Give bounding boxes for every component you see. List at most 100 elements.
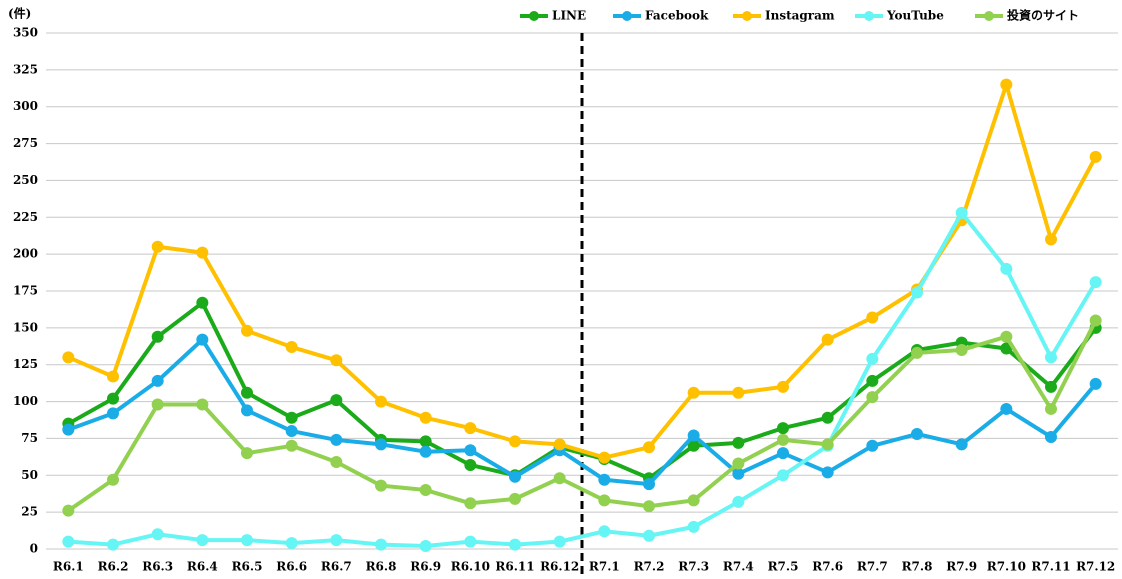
data-point [196,296,209,309]
data-point [330,433,343,446]
data-point [375,479,387,492]
data-point [464,535,477,548]
data-point [598,494,611,507]
data-point [151,528,164,541]
data-point [1089,377,1102,390]
x-tick-label: R6.1 [53,560,84,574]
y-tick-label: 225 [13,210,38,224]
data-point [821,333,834,346]
data-point [955,206,968,219]
data-point [643,478,655,491]
data-point [866,439,879,452]
data-point [419,484,432,497]
data-point [777,469,789,482]
data-point [241,534,253,547]
x-tick-label: R7.12 [1076,560,1115,574]
x-tick-label: R6.2 [98,560,129,574]
x-tick-label: R7.9 [946,560,977,574]
data-point [375,395,387,408]
data-point [643,500,655,513]
x-tick-label: R6.3 [142,560,173,574]
x-tick-label: R6.4 [187,560,218,574]
data-point [1045,233,1057,246]
data-point [241,404,253,417]
data-point [955,343,968,356]
y-tick-label: 25 [21,505,38,519]
data-point [1045,351,1057,364]
data-point [1045,402,1057,415]
series-line [67,319,1098,513]
data-point [1045,380,1057,393]
data-point [732,436,745,449]
data-point [777,422,789,435]
data-point [62,535,75,548]
legend-label: 投資のサイト [1007,8,1079,23]
legend-marker [529,11,539,21]
data-point [598,473,611,486]
y-tick-label: 0 [30,542,38,556]
data-point [285,425,298,438]
data-point [419,540,432,553]
data-point [509,538,521,551]
data-point [107,407,119,420]
y-tick-label: 200 [13,247,38,261]
x-tick-label: R7.4 [723,560,754,574]
data-point [1000,330,1013,343]
y-tick-label: 100 [13,394,38,408]
y-tick-label: 125 [13,357,38,371]
data-point [643,441,655,454]
data-point [241,386,253,399]
x-tick-label: R6.12 [540,560,579,574]
legend-marker [622,11,632,21]
x-tick-label: R7.6 [812,560,843,574]
data-point [553,438,566,451]
data-point [821,411,834,424]
data-point [509,435,521,448]
data-point [1089,150,1102,163]
y-axis-unit: (件) [8,6,31,21]
data-point [821,438,834,451]
y-tick-label: 50 [21,468,38,482]
data-point [598,525,611,538]
x-tick-label: R6.10 [451,560,490,574]
data-point [285,341,298,354]
x-tick-label: R7.2 [634,560,665,574]
data-point [1045,430,1057,443]
data-point [419,445,432,458]
x-tick-label: R7.10 [987,560,1026,574]
data-point [732,495,745,508]
legend-marker [864,11,874,21]
y-tick-label: 350 [13,26,38,40]
data-point [1089,314,1102,327]
series-line [67,300,1098,481]
data-point [375,438,387,451]
data-point [330,456,343,469]
x-tick-label: R6.9 [410,560,441,574]
y-tick-label: 325 [13,62,38,76]
data-point [1000,342,1013,355]
data-point [687,429,700,442]
data-point [107,538,119,551]
data-point [285,411,298,424]
data-point [911,428,923,441]
data-point [1000,262,1013,275]
data-point [464,444,477,457]
y-tick-label: 300 [13,99,38,113]
data-point [598,451,611,464]
data-point [821,466,834,479]
data-point [553,472,566,485]
data-point [62,423,75,436]
data-point [285,537,298,550]
y-tick-label: 175 [13,284,38,298]
data-point [419,435,432,448]
data-point [241,447,253,460]
series-line [67,337,1098,487]
data-point [419,411,432,424]
data-point [62,351,75,364]
data-point [107,370,119,383]
legend-label: LINE [552,9,586,23]
legend-label: YouTube [886,9,944,23]
data-point [732,386,745,399]
data-point [643,529,655,542]
data-point [687,520,700,533]
